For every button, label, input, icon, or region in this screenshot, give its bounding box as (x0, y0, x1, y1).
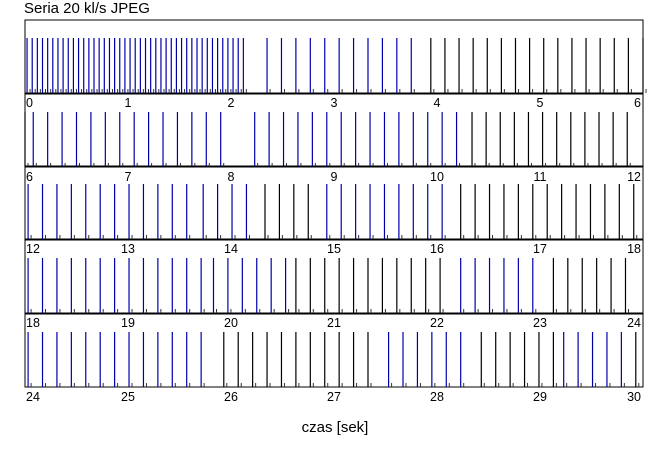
tick-label: 17 (533, 242, 547, 256)
tick-label: 18 (627, 242, 641, 256)
tick-label: 8 (228, 170, 235, 184)
tick-label: 0 (26, 96, 33, 110)
tick-label: 29 (533, 390, 547, 404)
tick-label: 12 (627, 170, 641, 184)
x-axis-label: czas [sek] (301, 419, 369, 436)
tick-label: 6 (634, 96, 641, 110)
panel-frame (24, 165, 644, 240)
tick-label: 21 (327, 316, 341, 330)
tick-label: 1 (125, 96, 132, 110)
tick-label: 30 (627, 390, 641, 404)
tick-label: 16 (430, 242, 444, 256)
tick-label: 14 (224, 242, 238, 256)
tick-label: 27 (327, 390, 341, 404)
tick-label: 4 (434, 96, 441, 110)
chart-title: Seria 20 kl/s JPEG (24, 0, 150, 17)
tick-label: 22 (430, 316, 444, 330)
panel-frame (24, 239, 644, 314)
tick-label: 24 (26, 390, 40, 404)
tick-label: 11 (534, 170, 547, 184)
tick-label: 10 (430, 170, 444, 184)
tick-label: 5 (537, 96, 544, 110)
tick-label: 23 (533, 316, 547, 330)
panel-frame (24, 19, 644, 94)
panel-frame (24, 313, 644, 388)
tick-label: 18 (26, 316, 40, 330)
tick-label: 19 (121, 316, 135, 330)
tick-label: 12 (26, 242, 40, 256)
tick-label: 2 (228, 96, 235, 110)
tick-label: 13 (121, 242, 135, 256)
tick-label: 9 (331, 170, 338, 184)
tick-label: 7 (125, 170, 132, 184)
tick-label: 3 (331, 96, 338, 110)
tick-label: 6 (26, 170, 33, 184)
tick-label: 28 (430, 390, 444, 404)
tick-label: 20 (224, 316, 238, 330)
tick-label: 26 (224, 390, 238, 404)
tick-label: 25 (121, 390, 135, 404)
tick-label: 24 (627, 316, 641, 330)
tick-label: 15 (327, 242, 341, 256)
